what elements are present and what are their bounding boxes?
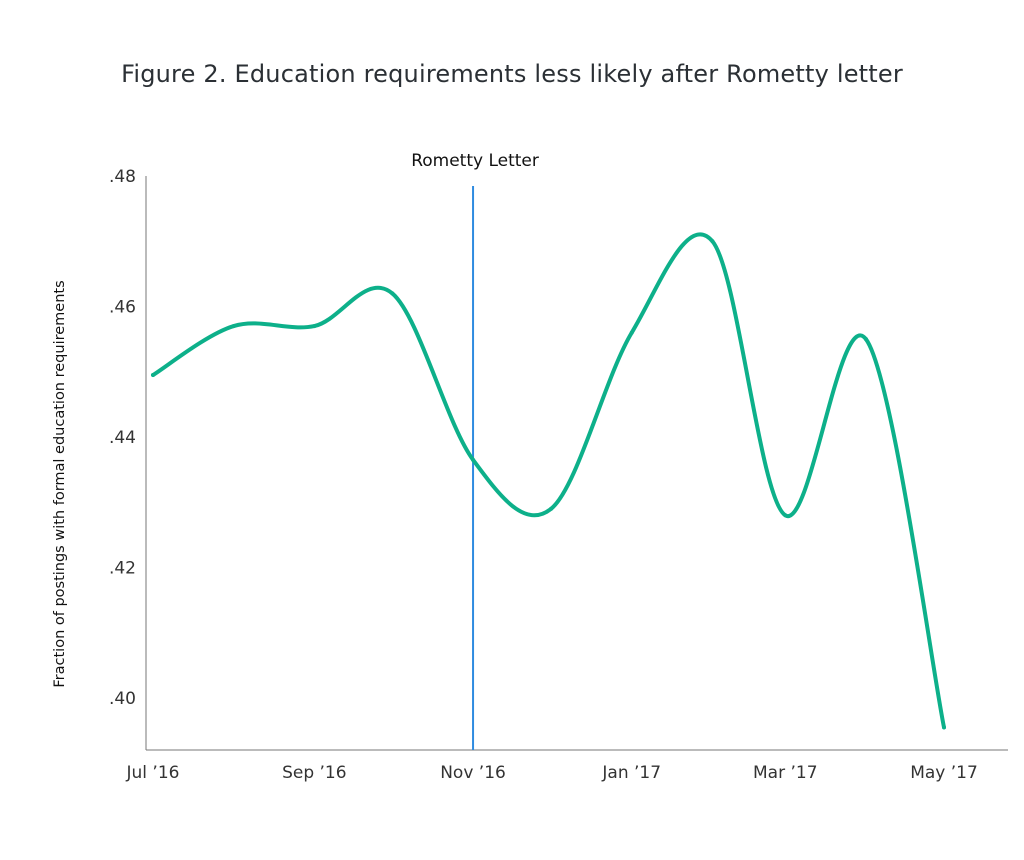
data-point	[783, 513, 788, 518]
data-point	[629, 330, 634, 335]
x-tick-label: Sep ’16	[282, 763, 346, 783]
x-tick-label: Nov ’16	[440, 763, 506, 783]
y-tick-label: .42	[109, 559, 136, 579]
data-point	[863, 337, 868, 342]
x-tick-label: May ’17	[910, 763, 978, 783]
axes	[145, 176, 1008, 751]
data-point	[390, 291, 395, 296]
x-tick-label: Jul ’16	[126, 763, 180, 783]
y-tick-label: .44	[109, 428, 136, 448]
x-tick-label: Mar ’17	[753, 763, 818, 783]
data-point	[471, 457, 476, 462]
y-axis-label: Fraction of postings with formal educati…	[52, 280, 68, 687]
data-point	[231, 324, 236, 329]
annotation-label: Rometty Letter	[411, 151, 539, 171]
chart-title: Figure 2. Education requirements less li…	[121, 60, 903, 88]
x-tick-label: Jan ’17	[601, 763, 661, 783]
y-tick-label: .46	[109, 298, 136, 318]
data-point	[710, 239, 715, 244]
data-point	[151, 373, 155, 378]
data-point	[942, 725, 946, 730]
data-point	[312, 324, 317, 329]
y-tick-label: .48	[109, 167, 136, 187]
series-line	[151, 232, 946, 730]
y-tick-label: .40	[109, 689, 136, 709]
data-point	[549, 506, 554, 511]
